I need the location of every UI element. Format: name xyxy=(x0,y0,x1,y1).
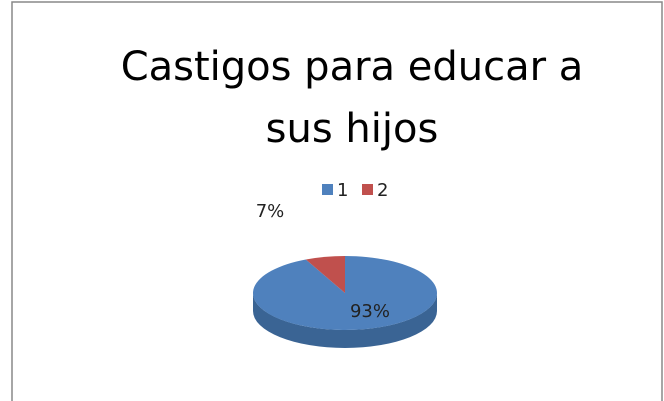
chart-frame xyxy=(11,1,663,401)
legend-label: 2 xyxy=(377,180,388,201)
legend-label: 1 xyxy=(337,180,348,201)
legend-swatch xyxy=(362,184,373,195)
pie-slice xyxy=(305,256,345,293)
data-label: 93% xyxy=(350,301,390,322)
data-label: 7% xyxy=(256,201,285,222)
legend-swatch xyxy=(322,184,333,195)
chart-title: Castigos para educar a sus hijos xyxy=(120,44,584,152)
pie-side xyxy=(253,293,437,348)
